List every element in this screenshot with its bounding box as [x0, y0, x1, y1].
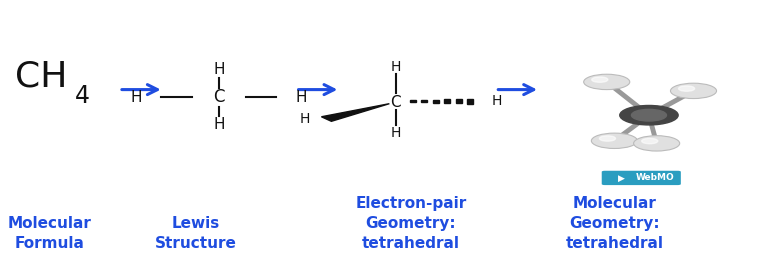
- Circle shape: [584, 74, 630, 90]
- Circle shape: [591, 77, 607, 82]
- Circle shape: [631, 109, 667, 121]
- Circle shape: [670, 83, 717, 99]
- Circle shape: [599, 136, 615, 141]
- Text: Electron-pair
Geometry:
tetrahedral: Electron-pair Geometry: tetrahedral: [356, 196, 466, 251]
- Text: ▶: ▶: [618, 173, 624, 183]
- Text: H: H: [300, 112, 310, 126]
- Circle shape: [620, 105, 678, 125]
- Polygon shape: [322, 104, 389, 121]
- Polygon shape: [433, 100, 439, 103]
- Circle shape: [679, 86, 694, 91]
- Text: H: H: [131, 90, 142, 105]
- Text: WebMO: WebMO: [636, 173, 674, 183]
- Text: Molecular
Geometry:
tetrahedral: Molecular Geometry: tetrahedral: [565, 196, 664, 251]
- Text: C: C: [390, 95, 401, 110]
- Circle shape: [591, 133, 637, 148]
- Text: Molecular
Formula: Molecular Formula: [8, 216, 92, 251]
- Circle shape: [641, 138, 657, 144]
- Polygon shape: [467, 99, 473, 103]
- Polygon shape: [444, 99, 450, 103]
- Text: H: H: [214, 62, 224, 77]
- Polygon shape: [455, 99, 462, 103]
- Text: H: H: [390, 60, 401, 73]
- Polygon shape: [409, 100, 415, 102]
- FancyBboxPatch shape: [601, 171, 680, 185]
- Text: C: C: [214, 88, 224, 106]
- Text: H: H: [492, 94, 502, 108]
- Text: H: H: [296, 90, 306, 105]
- Circle shape: [634, 136, 680, 151]
- Text: CH: CH: [15, 60, 68, 94]
- Text: Lewis
Structure: Lewis Structure: [155, 216, 237, 251]
- Text: H: H: [214, 117, 224, 132]
- Polygon shape: [421, 100, 427, 102]
- Text: H: H: [390, 126, 401, 140]
- Text: 4: 4: [75, 84, 91, 108]
